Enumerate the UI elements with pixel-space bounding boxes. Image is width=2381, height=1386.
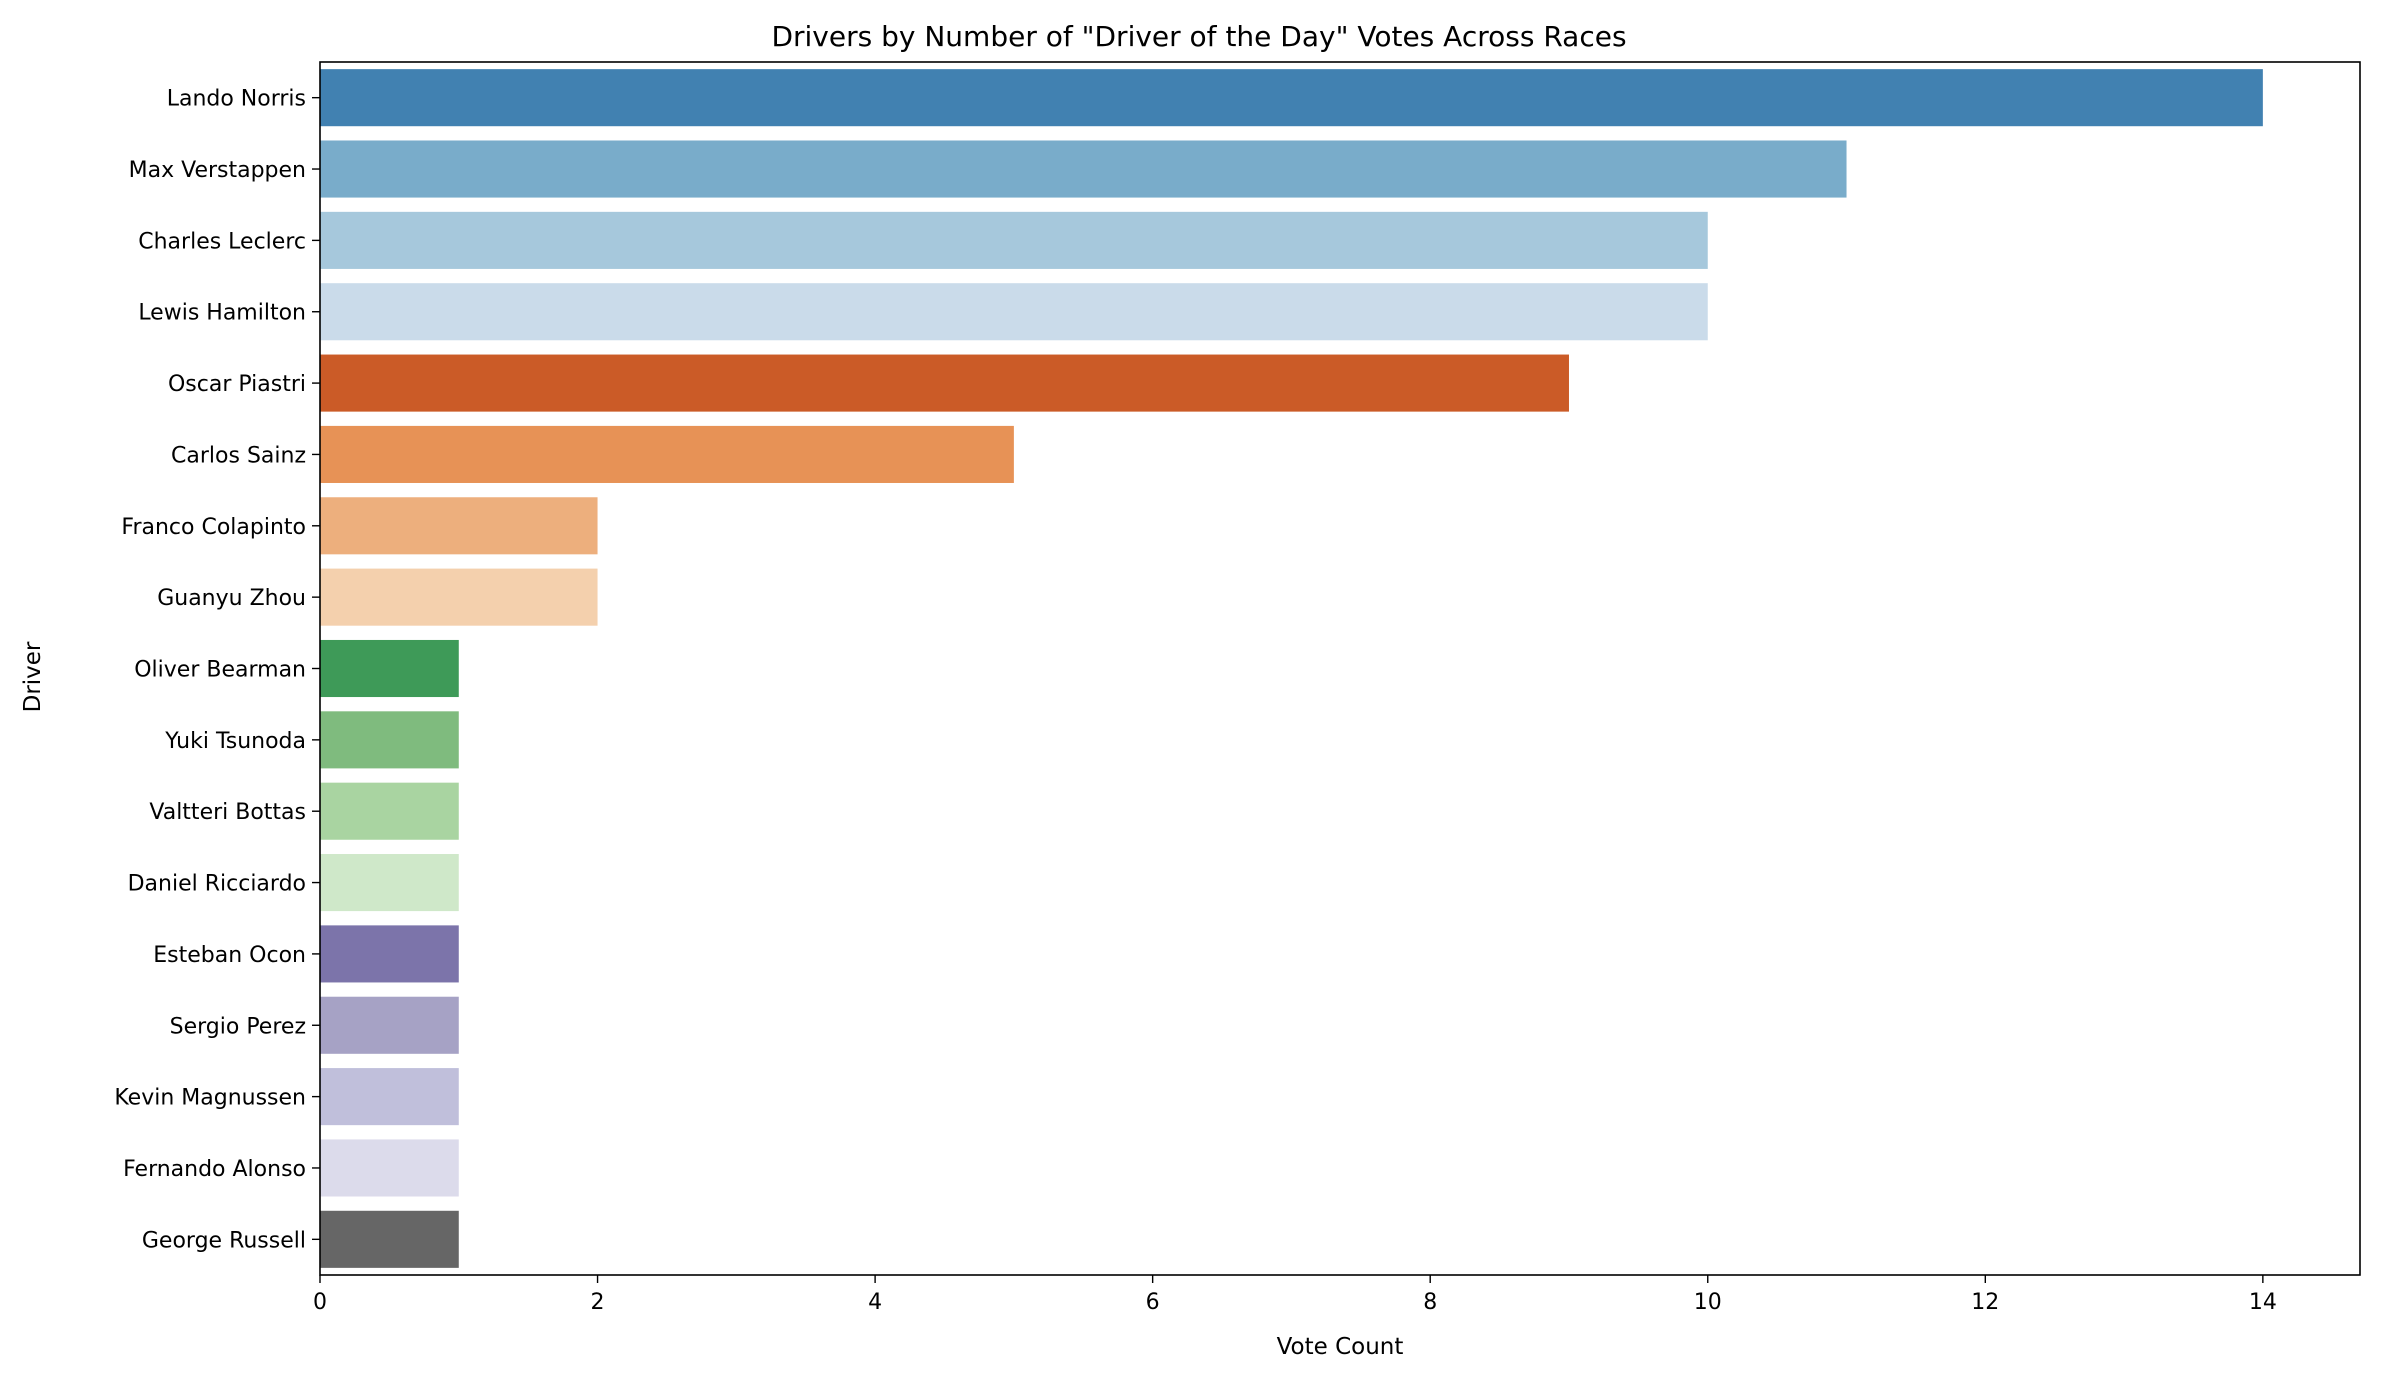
- y-tick-label-oliver-bearman: Oliver Bearman: [134, 658, 306, 683]
- bar-kevin-magnussen: [320, 1068, 459, 1126]
- x-tick-label-4: 4: [868, 1290, 882, 1315]
- bar-sergio-perez: [320, 996, 459, 1054]
- y-tick-label-oscar-piastri: Oscar Piastri: [168, 372, 306, 397]
- bar-franco-colapinto: [320, 497, 598, 555]
- bar-valtteri-bottas: [320, 782, 459, 840]
- x-tick-label-14: 14: [2249, 1290, 2277, 1315]
- x-tick-label-12: 12: [1971, 1290, 1999, 1315]
- y-tick-label-esteban-ocon: Esteban Ocon: [153, 943, 306, 968]
- x-tick-label-8: 8: [1423, 1290, 1437, 1315]
- y-axis-label: Driver: [20, 641, 46, 712]
- y-tick-label-lando-norris: Lando Norris: [167, 87, 306, 112]
- bar-fernando-alonso: [320, 1139, 459, 1197]
- bars-group: [320, 69, 2263, 1268]
- y-tick-label-franco-colapinto: Franco Colapinto: [121, 515, 306, 540]
- y-tick-label-guanyu-zhou: Guanyu Zhou: [157, 586, 306, 611]
- x-tick-label-0: 0: [313, 1290, 327, 1315]
- x-tick-label-6: 6: [1146, 1290, 1160, 1315]
- y-axis: Lando Norris Max Verstappen Charles Lecler…: [114, 87, 320, 1253]
- bar-lando-norris: [320, 69, 2263, 127]
- x-tick-label-2: 2: [591, 1290, 605, 1315]
- bar-lewis-hamilton: [320, 283, 1708, 341]
- bar-esteban-ocon: [320, 925, 459, 983]
- y-tick-label-yuki-tsunoda: Yuki Tsunoda: [164, 729, 306, 754]
- bar-george-russell: [320, 1210, 459, 1268]
- bar-charles-leclerc: [320, 211, 1708, 269]
- plot-frame: [319, 61, 2361, 1276]
- bar-guanyu-zhou: [320, 568, 598, 626]
- y-tick-label-charles-leclerc: Charles Leclerc: [138, 229, 306, 254]
- y-tick-label-george-russell: George Russell: [142, 1228, 306, 1253]
- y-tick-label-lewis-hamilton: Lewis Hamilton: [138, 301, 306, 326]
- y-tick-label-max-verstappen: Max Verstappen: [129, 158, 306, 183]
- bar-daniel-ricciardo: [320, 854, 459, 912]
- x-axis: 0 2 4 6 8 10 12 14: [313, 1275, 2277, 1315]
- bar-oscar-piastri: [320, 354, 1569, 412]
- chart-title: Drivers by Number of "Driver of the Day"…: [771, 20, 1626, 53]
- x-axis-label: Vote Count: [1277, 1334, 1404, 1360]
- bar-oliver-bearman: [320, 639, 459, 698]
- y-tick-label-sergio-perez: Sergio Perez: [170, 1014, 306, 1039]
- y-tick-label-carlos-sainz: Carlos Sainz: [171, 443, 306, 468]
- y-tick-label-kevin-magnussen: Kevin Magnussen: [114, 1086, 306, 1111]
- y-tick-label-fernando-alonso: Fernando Alonso: [123, 1157, 306, 1182]
- y-tick-label-daniel-ricciardo: Daniel Ricciardo: [128, 872, 306, 897]
- bar-carlos-sainz: [320, 425, 1014, 483]
- bar-max-verstappen: [320, 140, 1847, 198]
- x-tick-label-10: 10: [1694, 1290, 1722, 1315]
- bar-yuki-tsunoda: [320, 711, 459, 769]
- y-tick-label-valtteri-bottas: Valtteri Bottas: [149, 800, 306, 825]
